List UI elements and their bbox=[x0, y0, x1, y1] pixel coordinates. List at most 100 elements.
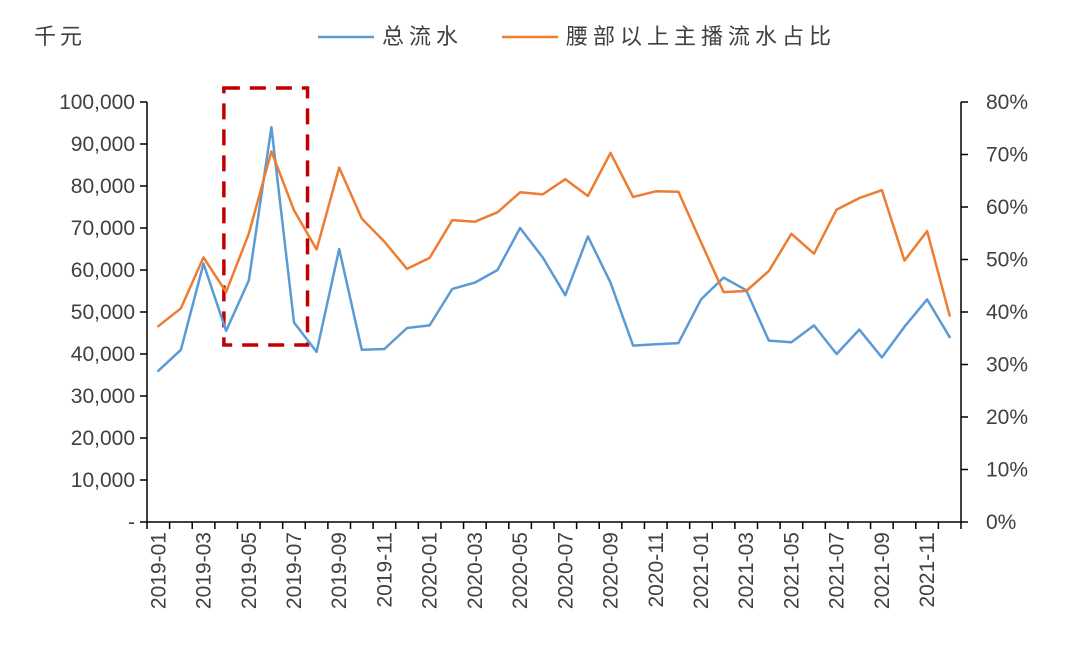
x-tick-label: 2019-05 bbox=[238, 532, 261, 609]
point-ratio bbox=[744, 289, 748, 293]
left-tick-label: - bbox=[128, 511, 135, 534]
x-tick-label: 2021-09 bbox=[871, 532, 894, 609]
point-total bbox=[473, 281, 477, 285]
right-tick-label: 30% bbox=[986, 354, 1028, 377]
right-tick-label: 70% bbox=[986, 144, 1028, 167]
series-line-ratio bbox=[157, 150, 951, 328]
point-ratio bbox=[518, 190, 522, 194]
point-ratio bbox=[405, 267, 409, 271]
legend-label-ratio: 腰部以上主播流水占比 bbox=[566, 25, 836, 50]
point-total bbox=[518, 226, 522, 230]
point-ratio bbox=[202, 255, 206, 259]
point-total bbox=[654, 342, 658, 346]
point-ratio bbox=[382, 240, 386, 244]
x-tick-label: 2019-11 bbox=[373, 532, 396, 608]
point-total bbox=[631, 344, 635, 348]
left-tick-label: 80,000 bbox=[71, 175, 135, 198]
point-total bbox=[789, 340, 793, 344]
point-ratio bbox=[835, 208, 839, 212]
point-total bbox=[925, 297, 929, 301]
x-tick-label: 2021-05 bbox=[780, 532, 803, 609]
x-tick-label: 2020-11 bbox=[645, 532, 668, 608]
left-tick-label: 60,000 bbox=[71, 259, 135, 282]
left-tick-label: 40,000 bbox=[71, 343, 135, 366]
point-total bbox=[179, 348, 183, 352]
point-ratio bbox=[857, 196, 861, 200]
x-tick-label: 2019-03 bbox=[193, 532, 216, 609]
point-ratio bbox=[473, 220, 477, 224]
point-ratio bbox=[428, 256, 432, 260]
point-total bbox=[247, 279, 251, 283]
axes bbox=[146, 102, 962, 523]
x-tick-label: 2020-07 bbox=[554, 532, 577, 609]
point-total bbox=[382, 347, 386, 351]
point-total bbox=[405, 326, 409, 330]
point-total bbox=[541, 255, 545, 259]
point-ratio bbox=[224, 290, 228, 294]
x-tick-label: 2019-01 bbox=[147, 532, 170, 609]
point-ratio bbox=[722, 290, 726, 294]
point-ratio bbox=[156, 324, 160, 328]
point-ratio bbox=[315, 248, 319, 252]
point-total bbox=[586, 234, 590, 238]
point-total bbox=[676, 341, 680, 345]
left-tick-label: 90,000 bbox=[71, 133, 135, 156]
point-ratio bbox=[676, 190, 680, 194]
point-ratio bbox=[563, 177, 567, 181]
point-ratio bbox=[269, 149, 273, 153]
left-tick-label: 30,000 bbox=[71, 385, 135, 408]
point-total bbox=[360, 348, 364, 352]
point-total bbox=[767, 339, 771, 343]
point-total bbox=[428, 323, 432, 327]
point-ratio bbox=[292, 208, 296, 212]
point-total bbox=[269, 125, 273, 129]
point-total bbox=[156, 369, 160, 373]
left-tick-label: 100,000 bbox=[59, 91, 135, 114]
right-tick-label: 80% bbox=[986, 91, 1028, 114]
point-ratio bbox=[699, 240, 703, 244]
point-total bbox=[699, 297, 703, 301]
point-ratio bbox=[631, 195, 635, 199]
x-tick-label: 2020-03 bbox=[464, 532, 487, 609]
right-tick-label: 0% bbox=[986, 511, 1016, 534]
point-total bbox=[315, 350, 319, 354]
x-tick-label: 2020-09 bbox=[600, 532, 623, 609]
point-total bbox=[722, 276, 726, 280]
left-tick-label: 20,000 bbox=[71, 427, 135, 450]
left-tick-label: 70,000 bbox=[71, 217, 135, 240]
x-tick-label: 2019-07 bbox=[283, 532, 306, 609]
point-ratio bbox=[880, 188, 884, 192]
point-total bbox=[880, 355, 884, 359]
point-ratio bbox=[586, 194, 590, 198]
point-ratio bbox=[948, 314, 952, 318]
point-ratio bbox=[767, 269, 771, 273]
point-total bbox=[857, 328, 861, 332]
left-tick-label: 50,000 bbox=[71, 301, 135, 324]
point-total bbox=[902, 325, 906, 329]
point-total bbox=[292, 321, 296, 325]
point-ratio bbox=[495, 210, 499, 214]
point-ratio bbox=[789, 232, 793, 236]
x-tick-label: 2021-03 bbox=[735, 532, 758, 609]
point-total bbox=[224, 329, 228, 333]
x-axis-ticks: 2019-01 2019-03 2019-05 2019-07 2019-09 2019-… bbox=[146, 522, 962, 609]
point-ratio bbox=[247, 232, 251, 236]
point-total bbox=[563, 293, 567, 297]
x-tick-label: 2021-01 bbox=[690, 532, 713, 609]
point-ratio bbox=[654, 189, 658, 193]
left-tick-label: 10,000 bbox=[71, 469, 135, 492]
legend: 总流水 腰部以上主播流水占比 bbox=[318, 25, 836, 50]
right-tick-label: 10% bbox=[986, 459, 1028, 482]
series-layer bbox=[156, 125, 952, 373]
point-total bbox=[948, 335, 952, 339]
x-tick-label: 2021-11 bbox=[916, 532, 939, 608]
point-total bbox=[812, 323, 816, 327]
point-total bbox=[609, 281, 613, 285]
x-tick-label: 2020-01 bbox=[419, 532, 442, 609]
point-ratio bbox=[925, 229, 929, 233]
point-total bbox=[450, 287, 454, 291]
point-total bbox=[835, 352, 839, 356]
right-tick-label: 60% bbox=[986, 196, 1028, 219]
right-tick-label: 40% bbox=[986, 301, 1028, 324]
